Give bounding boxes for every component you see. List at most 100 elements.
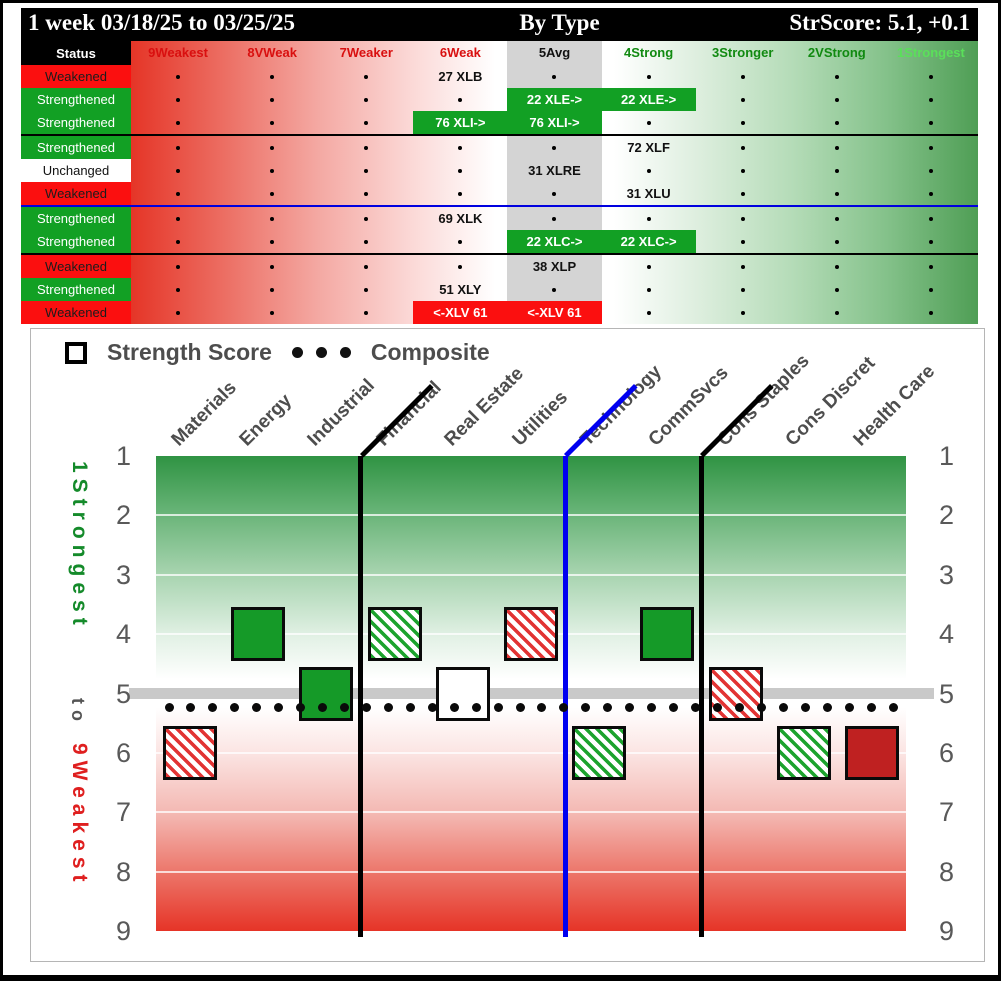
composite-dot <box>493 702 503 712</box>
table-row: Strengthened 72 XLF <box>21 136 978 159</box>
strength-score-marker-technology <box>572 725 627 780</box>
composite-dot <box>603 702 613 712</box>
table-row: Unchanged 31 XLRE <box>21 159 978 182</box>
score-cell: 22 XLE-> <box>507 88 602 111</box>
empty-cell <box>884 65 978 88</box>
empty-cell <box>319 182 413 205</box>
composite-dot <box>866 702 876 712</box>
empty-cell <box>319 255 413 278</box>
placeholder-dot <box>176 287 181 292</box>
placeholder-dot <box>458 239 463 244</box>
y-tick-left-2: 2 <box>115 500 131 531</box>
composite-dot <box>274 702 284 712</box>
strscore-label: StrScore: 5.1, +0.1 <box>789 10 970 35</box>
placeholder-dot <box>834 97 839 102</box>
placeholder-dot <box>364 216 369 221</box>
empty-cell <box>413 159 507 182</box>
y-tick-right-4: 4 <box>939 619 955 650</box>
group-separator-blue <box>21 205 978 207</box>
placeholder-dot <box>270 287 275 292</box>
column-header-9weakest: 9Weakest <box>148 45 208 60</box>
table-row: Strengthened 76 XLI-> 76 XLI-> <box>21 111 978 134</box>
table-header-row: Status 9Weakest 8VWeak 7Weaker 6Weak 5Avg 4St… <box>21 41 978 65</box>
empty-cell <box>884 207 978 230</box>
placeholder-dot <box>552 216 557 221</box>
empty-cell <box>413 88 507 111</box>
placeholder-dot <box>928 216 933 221</box>
column-header-7weaker: 7Weaker <box>339 45 393 60</box>
empty-cell <box>225 65 319 88</box>
empty-cell <box>225 207 319 230</box>
placeholder-dot <box>740 264 745 269</box>
empty-cell <box>696 65 790 88</box>
empty-cell <box>884 278 978 301</box>
empty-cell <box>507 65 601 88</box>
placeholder-dot <box>646 216 651 221</box>
placeholder-dot <box>364 287 369 292</box>
status-cell: Strengthened <box>21 207 131 230</box>
empty-cell <box>507 278 601 301</box>
placeholder-dot <box>834 216 839 221</box>
view-mode-label: By Type <box>519 10 600 35</box>
strength-table: Status 9Weakest 8VWeak 7Weaker 6Weak 5Avg 4St… <box>21 41 978 324</box>
empty-cell <box>225 182 319 205</box>
table-body: Weakened 27 XLB Strengthened 22 XLE-> 22 XLE… <box>21 65 978 324</box>
table-row: Weakened 27 XLB <box>21 65 978 88</box>
y-tick-right-5: 5 <box>939 678 955 709</box>
score-cell: <-XLV 61 <box>507 301 602 324</box>
composite-dot <box>186 702 196 712</box>
empty-cell <box>790 88 884 111</box>
empty-cell <box>696 301 790 324</box>
status-cell: Strengthened <box>21 278 131 301</box>
placeholder-dot <box>364 97 369 102</box>
group-separator-black <box>21 253 978 255</box>
placeholder-dot <box>646 264 651 269</box>
empty-cell <box>507 182 601 205</box>
placeholder-dot <box>834 310 839 315</box>
placeholder-dot <box>928 168 933 173</box>
placeholder-dot <box>552 145 557 150</box>
composite-dot <box>756 702 766 712</box>
composite-legend-icon <box>291 347 351 358</box>
placeholder-dot <box>928 310 933 315</box>
composite-dot <box>712 702 722 712</box>
y-axis-title-to: to <box>68 698 88 727</box>
score-cell: 31 XLRE <box>528 163 581 178</box>
y-tick-right-8: 8 <box>939 856 955 887</box>
table-row: Strengthened 69 XLK <box>21 207 978 230</box>
strength-score-marker-materials <box>163 725 218 780</box>
placeholder-dot <box>364 264 369 269</box>
placeholder-dot <box>740 97 745 102</box>
placeholder-dot <box>270 239 275 244</box>
empty-cell <box>319 301 413 324</box>
empty-cell <box>790 111 884 134</box>
empty-cell <box>225 88 319 111</box>
placeholder-dot <box>646 74 651 79</box>
category-label-energy: Energy <box>235 390 297 451</box>
placeholder-dot <box>270 145 275 150</box>
empty-cell <box>884 301 978 324</box>
empty-cell <box>790 182 884 205</box>
empty-cell <box>413 230 507 253</box>
placeholder-dot <box>928 239 933 244</box>
composite-dot <box>427 702 437 712</box>
empty-cell <box>225 136 319 159</box>
y-tick-left-8: 8 <box>115 856 131 887</box>
y-tick-right-2: 2 <box>939 500 955 531</box>
empty-cell <box>507 207 601 230</box>
status-cell: Strengthened <box>21 111 131 134</box>
composite-dot <box>340 702 349 712</box>
placeholder-dot <box>834 239 839 244</box>
strength-score-marker-cons-staples <box>708 666 763 721</box>
empty-cell <box>696 111 790 134</box>
y-tick-left-3: 3 <box>115 559 131 590</box>
composite-dot <box>625 702 635 712</box>
table-row: Strengthened 51 XLY <box>21 278 978 301</box>
empty-cell <box>225 278 319 301</box>
placeholder-dot <box>270 120 275 125</box>
strength-score-marker-health-care <box>844 725 899 780</box>
table-row: Weakened <-XLV 61 <-XLV 61 <box>21 301 978 324</box>
group-separator-line-blue <box>562 456 568 937</box>
empty-cell <box>131 207 225 230</box>
y-tick-right-6: 6 <box>939 737 955 768</box>
